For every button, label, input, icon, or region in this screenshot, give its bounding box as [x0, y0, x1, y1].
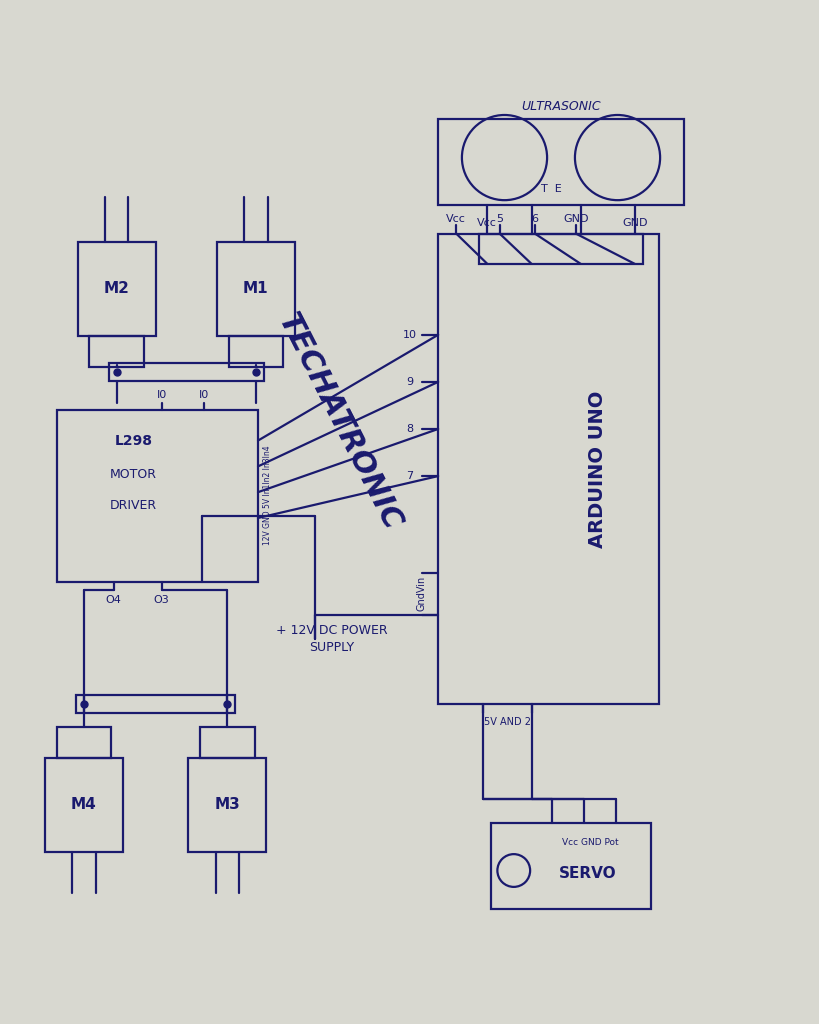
Text: Vcc GND Pot: Vcc GND Pot — [562, 838, 618, 847]
Text: M1: M1 — [243, 282, 269, 296]
Text: DRIVER: DRIVER — [110, 500, 157, 512]
Bar — [438, 119, 684, 205]
Text: 6: 6 — [532, 214, 538, 224]
Text: Vcc: Vcc — [446, 214, 466, 224]
Text: ARDUINO UNO: ARDUINO UNO — [588, 390, 607, 548]
Text: GND: GND — [622, 218, 648, 228]
Text: 12V GND 5V In1In2 In3In4: 12V GND 5V In1In2 In3In4 — [264, 445, 272, 546]
Text: ULTRASONIC: ULTRASONIC — [521, 100, 601, 113]
Text: Vcc: Vcc — [477, 218, 497, 228]
Bar — [229, 336, 283, 367]
Text: SUPPLY: SUPPLY — [309, 641, 355, 653]
Bar — [89, 336, 144, 367]
Bar — [78, 242, 156, 336]
Bar — [45, 758, 123, 852]
Text: I0: I0 — [199, 390, 209, 400]
Text: L298: L298 — [115, 433, 152, 447]
Bar — [491, 823, 651, 909]
Text: M3: M3 — [215, 798, 240, 812]
Text: TECHATRONIC: TECHATRONIC — [273, 308, 407, 536]
Text: 8: 8 — [406, 424, 413, 434]
Text: I0: I0 — [156, 390, 167, 400]
Bar — [200, 727, 255, 758]
Text: 7: 7 — [406, 471, 413, 481]
Bar — [76, 694, 236, 713]
Text: M2: M2 — [104, 282, 129, 296]
Text: 5: 5 — [496, 214, 503, 224]
Bar — [108, 362, 265, 381]
Text: GND: GND — [563, 214, 589, 224]
Text: O4: O4 — [106, 595, 121, 604]
Text: 9: 9 — [406, 377, 413, 387]
Text: + 12V DC POWER: + 12V DC POWER — [276, 625, 387, 637]
Bar — [57, 727, 111, 758]
Bar — [57, 410, 258, 582]
Text: M4: M4 — [71, 798, 97, 812]
Text: 10: 10 — [402, 330, 417, 340]
Text: GndVin: GndVin — [417, 577, 427, 611]
Text: SERVO: SERVO — [559, 865, 616, 881]
Bar — [438, 233, 659, 705]
Bar — [188, 758, 266, 852]
Bar — [217, 242, 295, 336]
Text: T  E: T E — [541, 184, 562, 195]
Text: O3: O3 — [154, 595, 170, 604]
Text: 5V AND 2: 5V AND 2 — [484, 718, 532, 727]
Bar — [479, 233, 643, 264]
Text: MOTOR: MOTOR — [110, 469, 157, 481]
